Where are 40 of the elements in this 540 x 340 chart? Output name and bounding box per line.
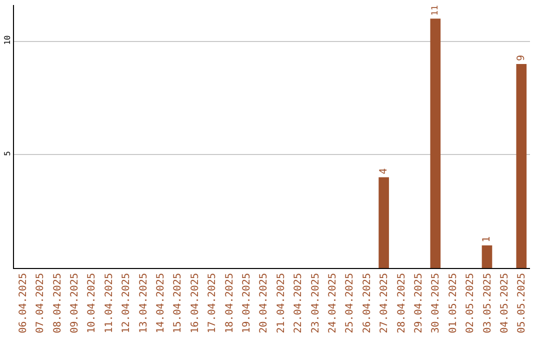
x-tick-label: 01.05.2025 <box>448 273 459 334</box>
bar <box>482 245 492 268</box>
x-tick-label: 28.04.2025 <box>396 273 408 334</box>
x-tick-label: 07.04.2025 <box>35 273 46 334</box>
bar <box>378 177 389 268</box>
x-tick-label: 25.04.2025 <box>344 273 356 334</box>
x-tick-label: 09.04.2025 <box>69 273 80 334</box>
x-tick-label: 14.04.2025 <box>155 273 166 334</box>
x-tick-label: 19.04.2025 <box>241 273 252 334</box>
bar <box>430 18 441 268</box>
x-tick-label: 02.05.2025 <box>465 273 476 334</box>
x-tick-label: 08.04.2025 <box>52 273 64 334</box>
x-tick-label: 27.04.2025 <box>379 273 390 334</box>
x-tick-label: 10.04.2025 <box>86 273 98 334</box>
x-tick-label: 17.04.2025 <box>207 273 218 334</box>
x-tick-label: 06.04.2025 <box>18 273 29 334</box>
x-tick-label: 30.04.2025 <box>430 273 442 334</box>
x-tick-label: 12.04.2025 <box>121 273 132 334</box>
x-tick-label: 20.04.2025 <box>258 273 270 334</box>
x-tick-label: 15.04.2025 <box>172 273 184 334</box>
data-label: 1 <box>482 236 492 242</box>
x-tick-label: 23.04.2025 <box>310 273 322 334</box>
bar <box>516 64 527 268</box>
x-tick-label: 18.04.2025 <box>224 273 236 334</box>
x-tick-label: 13.04.2025 <box>138 273 150 334</box>
x-tick-label: 05.05.2025 <box>516 273 528 334</box>
x-tick-label: 03.05.2025 <box>482 273 494 334</box>
x-tick-label: 16.04.2025 <box>190 273 201 334</box>
y-tick-label: 10 <box>2 35 12 45</box>
x-tick-label: 04.05.2025 <box>499 273 510 334</box>
data-label: 4 <box>378 168 390 174</box>
x-tick-label: 29.04.2025 <box>413 273 424 334</box>
x-tick-label: 11.04.2025 <box>104 273 115 334</box>
x-tick-label: 24.04.2025 <box>327 273 338 334</box>
data-label: 9 <box>516 54 527 61</box>
y-tick-label: 5 <box>2 150 12 156</box>
data-label: 11 <box>430 5 441 16</box>
x-tick-label: 26.04.2025 <box>362 273 373 334</box>
x-tick-label: 22.04.2025 <box>293 273 304 334</box>
x-tick-label: 21.04.2025 <box>276 273 287 334</box>
